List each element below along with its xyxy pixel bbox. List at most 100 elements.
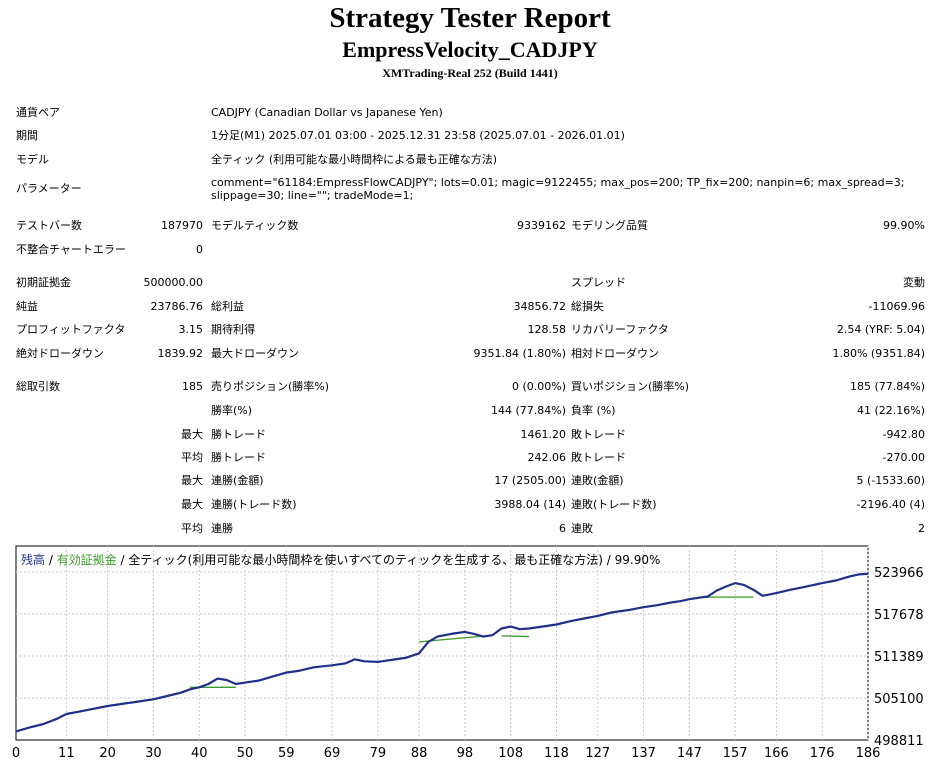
win-rate-value: 144 (77.84%) xyxy=(490,404,566,417)
loss-rate-value: 41 (22.16%) xyxy=(856,404,925,417)
x-tick-label: 186 xyxy=(856,746,881,761)
spread-value: 変動 xyxy=(903,276,925,289)
max-dd-label: 最大ドローダウン xyxy=(211,347,299,360)
avg-loss-value: -270.00 xyxy=(882,451,925,464)
x-tick-label: 137 xyxy=(631,746,656,761)
avg-cons-win-label: 連勝 xyxy=(211,522,233,535)
avg-label: 平均 xyxy=(181,451,203,464)
expected-label: 期待利得 xyxy=(211,323,255,336)
x-tick-label: 98 xyxy=(457,746,474,761)
x-tick-label: 20 xyxy=(99,746,116,761)
avg-loss-label: 敗トレード xyxy=(571,451,626,464)
avg-label-2: 平均 xyxy=(181,522,203,535)
x-tick-label: 11 xyxy=(58,746,75,761)
x-tick-label: 79 xyxy=(370,746,387,761)
cons-loss-trd-label: 連敗(トレード数) xyxy=(571,498,657,511)
plot-frame xyxy=(15,545,869,741)
period-value: 1分足(M1) 2025.07.01 03:00 - 2025.12.31 23… xyxy=(211,129,625,142)
legend-equity: 有効証拠金 xyxy=(56,553,117,567)
x-tick-label: 166 xyxy=(764,746,789,761)
pf-value: 3.15 xyxy=(178,323,204,336)
quality-value: 99.90% xyxy=(883,219,925,232)
params-label: パラメーター xyxy=(16,182,82,195)
cons-win-amt-value: 17 (2505.00) xyxy=(494,474,566,487)
x-tick-label: 157 xyxy=(723,746,748,761)
cons-win-trd-value: 3988.04 (14) xyxy=(494,498,566,511)
max-win-value: 1461.20 xyxy=(520,428,567,441)
short-value: 0 (0.00%) xyxy=(511,380,566,393)
cons-win-trd-label: 連勝(トレード数) xyxy=(211,498,297,511)
params-line2: slippage=30; line=""; tradeMode=1; xyxy=(211,189,414,202)
mismatch-value: 0 xyxy=(196,243,203,256)
x-tick-label: 50 xyxy=(237,746,254,761)
gross-profit-value: 34856.72 xyxy=(513,300,567,313)
bars-label: テストバー数 xyxy=(16,219,82,232)
max-win-label: 勝トレード xyxy=(211,428,266,441)
trades-label: 総取引数 xyxy=(16,380,60,393)
pf-label: プロフィットファクタ xyxy=(16,323,126,336)
cons-loss-amt-value: 5 (-1533.60) xyxy=(856,474,925,487)
ticks-value: 9339162 xyxy=(517,219,566,232)
long-value: 185 (77.84%) xyxy=(849,380,925,393)
avg-win-value: 242.06 xyxy=(527,451,567,464)
x-tick-label: 30 xyxy=(145,746,162,761)
max-loss-label: 敗トレード xyxy=(571,428,626,441)
recovery-label: リカバリーファクタ xyxy=(571,323,669,336)
legend-balance: 残高 xyxy=(21,553,46,567)
chart-legend: 残高 / 有効証拠金 / 全ティック(利用可能な最小時間枠を使いすべてのティック… xyxy=(21,551,660,568)
max-loss-value: -942.80 xyxy=(882,428,925,441)
symbol-value: CADJPY (Canadian Dollar vs Japanese Yen) xyxy=(211,106,443,119)
max-label-3: 最大 xyxy=(181,498,203,511)
x-tick-label: 108 xyxy=(498,746,523,761)
balance-line xyxy=(15,572,869,733)
x-tick-label: 40 xyxy=(191,746,208,761)
deposit-label: 初期証拠金 xyxy=(16,276,71,289)
x-tick-label: 127 xyxy=(585,746,610,761)
balance-chart: 0 11 20 30 40 50 59 69 79 88 98 108 118 127 137 147 157 1… xyxy=(12,545,924,761)
y-tick-label: 517678 xyxy=(874,608,924,623)
ticks-label: モデルティック数 xyxy=(211,219,299,232)
gross-profit-label: 総利益 xyxy=(211,300,244,313)
expected-value: 128.58 xyxy=(527,323,567,336)
legend-rest: / 全ティック(利用可能な最小時間枠を使いすべてのティックを生成する、最も正確な… xyxy=(116,553,661,567)
trades-value: 185 xyxy=(182,380,203,393)
y-tick-label: 498811 xyxy=(874,734,924,749)
quality-label: モデリング品質 xyxy=(571,219,648,232)
avg-cons-loss-value: 2 xyxy=(918,522,925,535)
y-tick-label: 511389 xyxy=(874,650,924,665)
x-tick-label: 69 xyxy=(324,746,341,761)
symbol-label: 通貨ペア xyxy=(16,106,60,119)
avg-cons-loss-label: 連敗 xyxy=(571,522,593,535)
deposit-value: 500000.00 xyxy=(143,276,204,289)
max-label: 最大 xyxy=(181,428,203,441)
abs-dd-label: 絶対ドローダウン xyxy=(16,347,104,360)
params-line1: comment="61184:EmpressFlowCADJPY"; lots=… xyxy=(211,176,905,189)
x-tick-label: 0 xyxy=(12,746,20,761)
rel-dd-value: 1.80% (9351.84) xyxy=(832,347,925,360)
long-label: 買いポジション(勝率%) xyxy=(571,380,690,393)
x-tick-label: 176 xyxy=(810,746,835,761)
x-tick-label: 118 xyxy=(544,746,569,761)
short-label: 売りポジション(勝率%) xyxy=(211,380,330,393)
x-tick-label: 88 xyxy=(411,746,428,761)
rel-dd-label: 相対ドローダウン xyxy=(571,347,659,360)
y-tick-label: 523966 xyxy=(874,566,924,581)
y-tick-label: 505100 xyxy=(874,692,924,707)
win-rate-label: 勝率(%) xyxy=(211,404,253,417)
max-dd-value: 9351.84 (1.80%) xyxy=(473,347,566,360)
report-subtitle: EmpressVelocity_CADJPY xyxy=(342,37,598,62)
recovery-value: 2.54 (YRF: 5.04) xyxy=(836,323,925,336)
avg-cons-win-value: 6 xyxy=(559,522,566,535)
x-tick-label: 147 xyxy=(677,746,702,761)
mismatch-label: 不整合チャートエラー xyxy=(16,243,126,256)
cons-loss-trd-value: -2196.40 (4) xyxy=(856,498,925,511)
x-tick-label: 59 xyxy=(278,746,295,761)
legend-sep: / xyxy=(45,553,57,567)
avg-win-label: 勝トレード xyxy=(211,451,266,464)
model-label: モデル xyxy=(16,153,49,166)
gross-loss-value: -11069.96 xyxy=(868,300,925,313)
cons-win-amt-label: 連勝(金額) xyxy=(211,474,264,487)
server-name: XMTrading-Real 252 (Build 1441) xyxy=(382,66,558,80)
equity-line-segment xyxy=(501,635,530,638)
cons-loss-amt-label: 連敗(金額) xyxy=(571,474,624,487)
